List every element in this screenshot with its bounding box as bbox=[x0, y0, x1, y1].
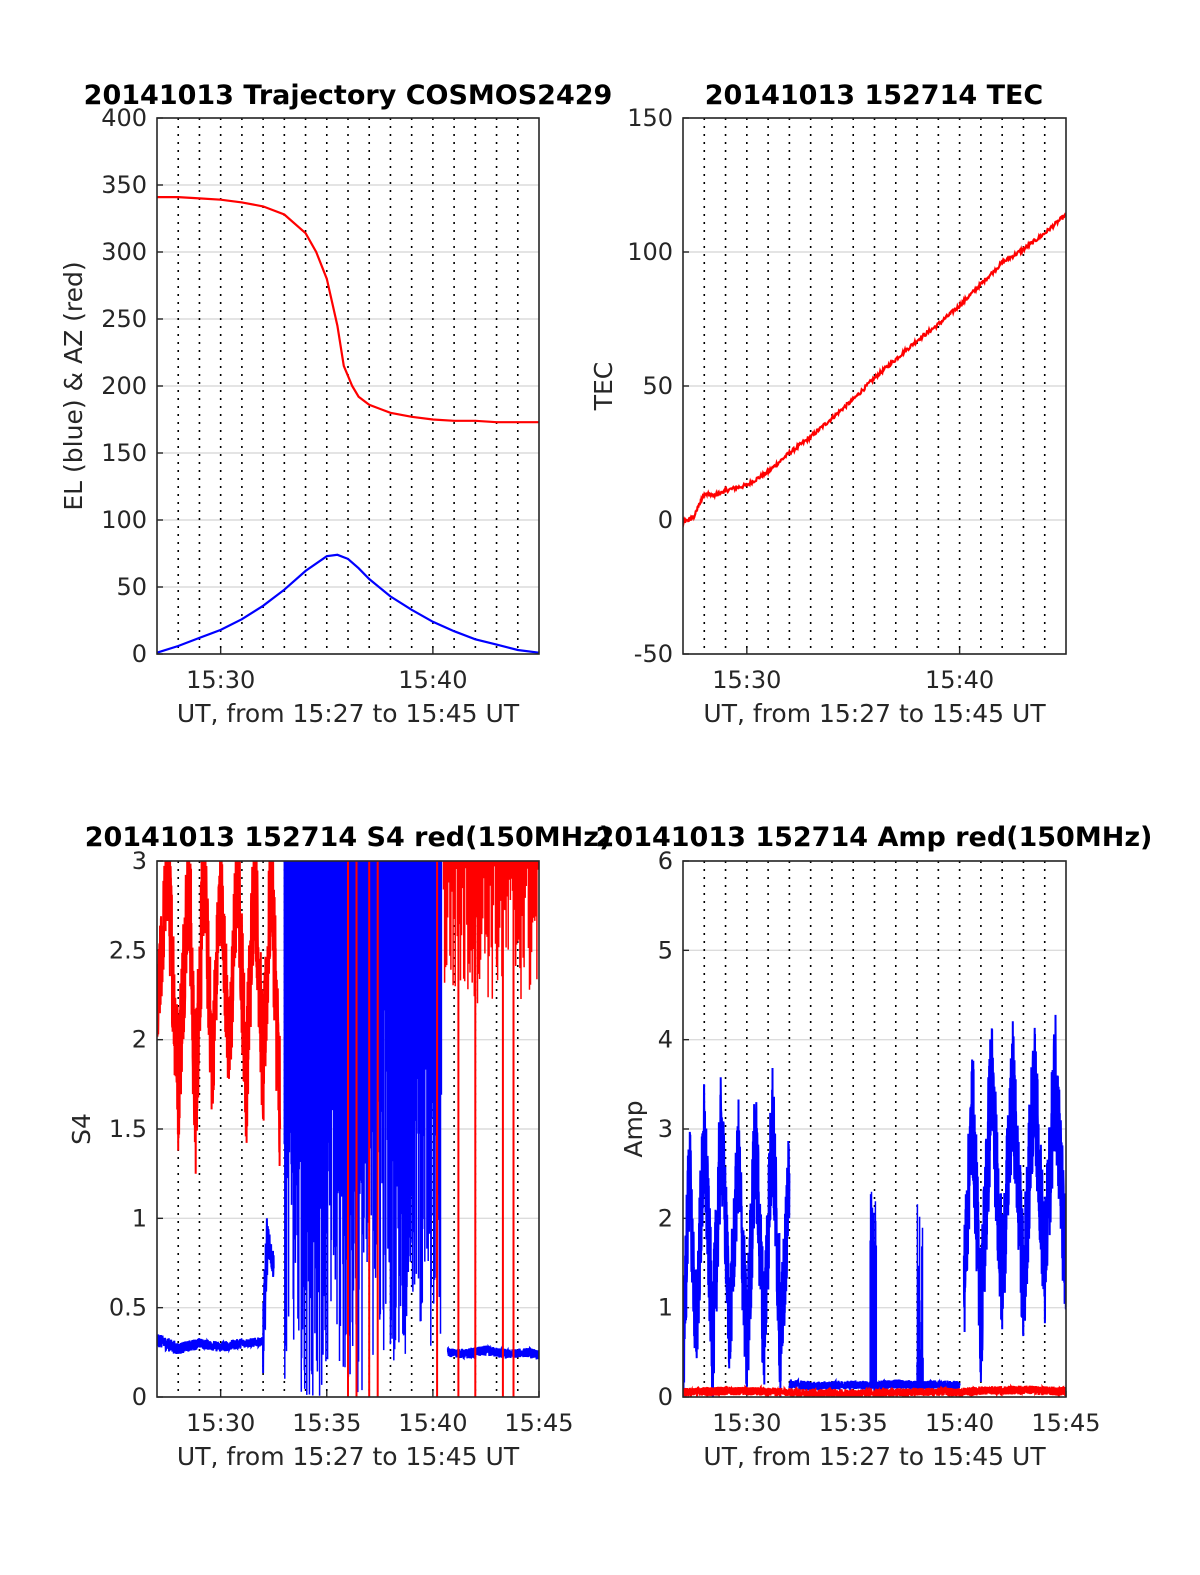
y-tick-label: 1 bbox=[132, 1204, 147, 1232]
y-tick-label: 150 bbox=[101, 439, 147, 467]
series-line bbox=[157, 1218, 275, 1374]
y-tick-label: 100 bbox=[627, 238, 673, 266]
x-tick-label: 15:30 bbox=[186, 666, 255, 694]
series-line bbox=[157, 861, 282, 1174]
chart-panel-4: 0 1 2 3 4 5 6 15:30 15:35 15:40 15:45 20141013 1527… bbox=[596, 822, 1153, 1471]
x-tick-label: 15:40 bbox=[925, 666, 994, 694]
plot-frame bbox=[682, 860, 1067, 1398]
y-tick-label: 100 bbox=[101, 506, 147, 534]
y-tick-label: 1 bbox=[658, 1294, 673, 1322]
plot-frame bbox=[156, 860, 540, 1398]
y-tick-label: 400 bbox=[101, 104, 147, 132]
plot-frame bbox=[156, 117, 540, 655]
series-line bbox=[157, 196, 539, 424]
series-group bbox=[683, 1014, 1066, 1397]
series-burst bbox=[283, 861, 443, 1396]
series-line bbox=[157, 553, 539, 654]
chart-title: 20141013 152714 TEC bbox=[705, 80, 1044, 111]
y-tick-label: 0 bbox=[132, 1383, 147, 1411]
series-line bbox=[683, 212, 1066, 528]
y-tick-label: 5 bbox=[658, 936, 673, 964]
x-axis-label: UT, from 15:27 to 15:45 UT bbox=[703, 1442, 1046, 1471]
x-tick-label: 15:30 bbox=[712, 666, 781, 694]
series-line bbox=[446, 1343, 539, 1361]
series-group bbox=[157, 196, 539, 654]
y-axis-label: S4 bbox=[67, 1113, 96, 1145]
y-tick-label: 0.5 bbox=[109, 1294, 147, 1322]
chart-panel-3: 0 0.5 1 1.5 2 2.5 3 15:30 15:35 15:40 15:45 2014101… bbox=[67, 822, 612, 1471]
y-tick-label: 6 bbox=[658, 847, 673, 875]
y-tick-label: 2 bbox=[132, 1026, 147, 1054]
x-axis-label: UT, from 15:27 to 15:45 UT bbox=[703, 699, 1046, 728]
y-tick-label: 150 bbox=[627, 104, 673, 132]
series-group bbox=[683, 212, 1066, 528]
series-burst bbox=[869, 1191, 924, 1389]
y-tick-label: 0 bbox=[658, 1383, 673, 1411]
x-tick-label: 15:40 bbox=[925, 1409, 994, 1437]
series-group bbox=[157, 861, 539, 1397]
y-axis-label: Amp bbox=[619, 1100, 648, 1157]
y-tick-label: 0 bbox=[658, 506, 673, 534]
y-tick-label: 2.5 bbox=[109, 936, 147, 964]
x-tick-label: 15:30 bbox=[712, 1409, 781, 1437]
y-axis-label: TEC bbox=[589, 362, 618, 412]
x-tick-label: 15:45 bbox=[1031, 1409, 1100, 1437]
chart-title: 20141013 Trajectory COSMOS2429 bbox=[84, 80, 613, 111]
x-tick-label: 15:35 bbox=[819, 1409, 888, 1437]
y-tick-label: 250 bbox=[101, 305, 147, 333]
chart-panel-2: -50 0 50 100 150 15:30 15:40 20141013 152714 TE… bbox=[589, 80, 1067, 728]
y-tick-label: 4 bbox=[658, 1026, 673, 1054]
y-tick-label: 0 bbox=[132, 640, 147, 668]
y-tick-label: 3 bbox=[132, 847, 147, 875]
x-tick-label: 15:40 bbox=[398, 1409, 467, 1437]
y-tick-label: 300 bbox=[101, 238, 147, 266]
chart-panel-1: 0 50 100 150 200 250 300 350 400 15:30 15:40 201410… bbox=[59, 80, 612, 728]
series-burst bbox=[442, 861, 539, 1004]
y-tick-label: 350 bbox=[101, 171, 147, 199]
y-tick-label: 200 bbox=[101, 372, 147, 400]
x-tick-label: 15:35 bbox=[292, 1409, 361, 1437]
chart-title: 20141013 152714 Amp red(150MHz) bbox=[596, 822, 1153, 853]
x-tick-label: 15:30 bbox=[186, 1409, 255, 1437]
series-line bbox=[962, 1014, 1066, 1382]
y-tick-label: -50 bbox=[634, 640, 673, 668]
y-tick-label: 1.5 bbox=[109, 1115, 147, 1143]
plot-frame bbox=[682, 117, 1067, 655]
series-spikes bbox=[347, 861, 515, 1397]
series-line bbox=[683, 1383, 1066, 1397]
x-tick-label: 15:40 bbox=[398, 666, 467, 694]
chart-title: 20141013 152714 S4 red(150MHz) bbox=[85, 822, 612, 853]
x-axis-label: UT, from 15:27 to 15:45 UT bbox=[177, 699, 520, 728]
x-axis-label: UT, from 15:27 to 15:45 UT bbox=[177, 1442, 520, 1471]
y-tick-label: 50 bbox=[642, 372, 673, 400]
y-tick-label: 2 bbox=[658, 1204, 673, 1232]
series-line bbox=[683, 1067, 791, 1397]
x-tick-label: 15:45 bbox=[504, 1409, 573, 1437]
y-axis-label: EL (blue) & AZ (red) bbox=[59, 261, 88, 510]
y-tick-label: 50 bbox=[116, 573, 147, 601]
y-tick-label: 3 bbox=[658, 1115, 673, 1143]
